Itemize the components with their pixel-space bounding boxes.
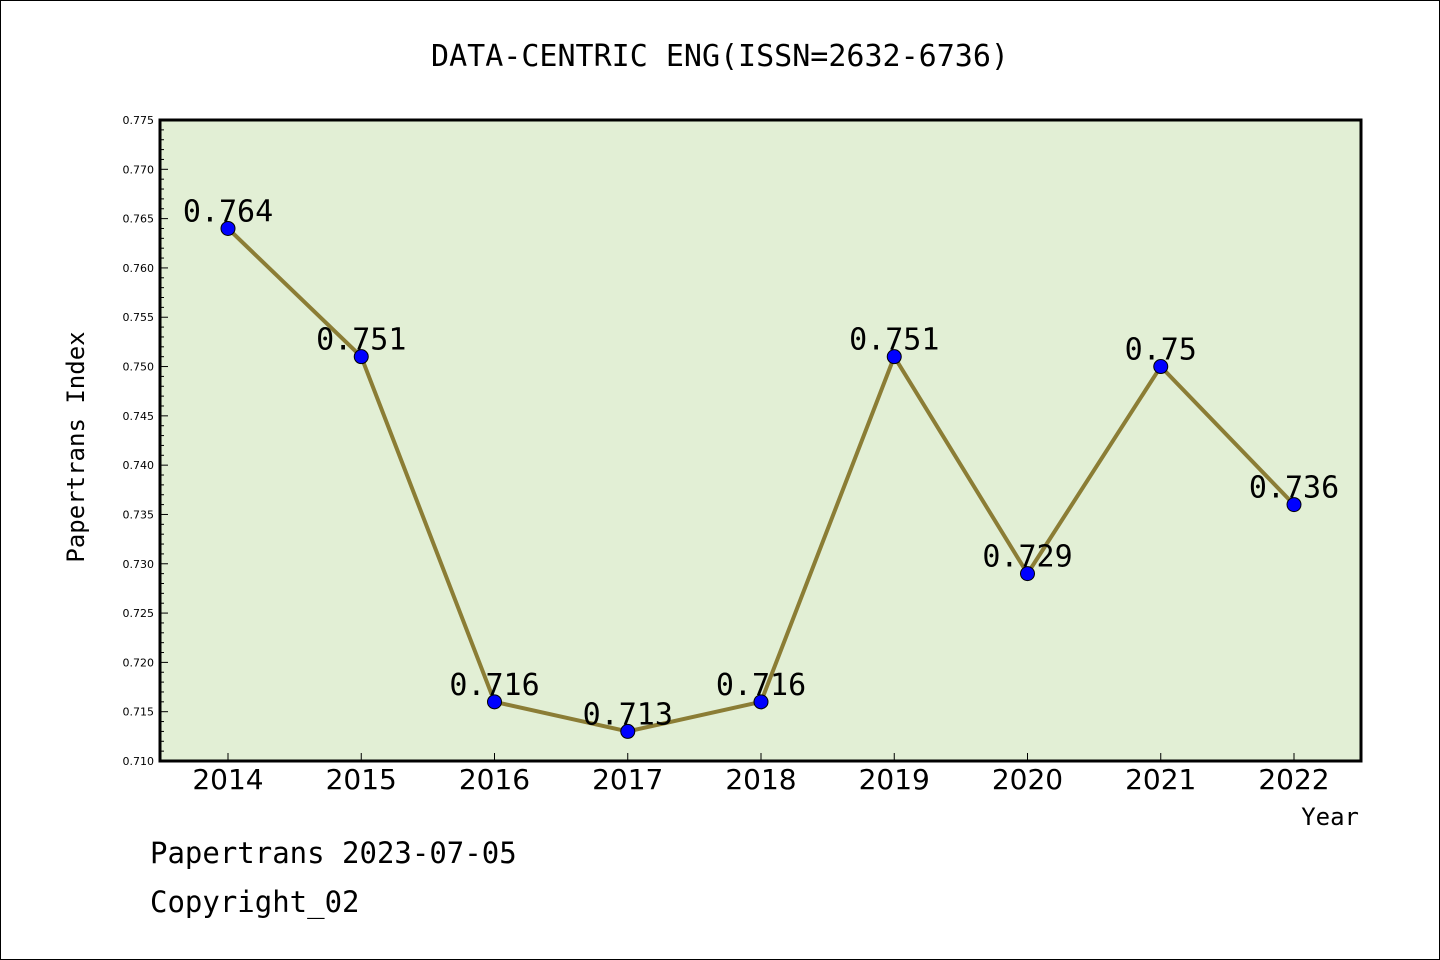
chart-title: DATA-CENTRIC ENG(ISSN=2632-6736) <box>431 39 1009 74</box>
y-tick-label: 0.755 <box>123 311 155 324</box>
data-point <box>886 349 902 365</box>
x-tick-label: 2019 <box>859 763 930 796</box>
x-tick-label: 2020 <box>992 763 1063 796</box>
data-point <box>753 694 769 710</box>
x-tick-label: 2022 <box>1258 763 1329 796</box>
plot-area <box>158 118 1363 763</box>
data-label: 0.716 <box>449 668 539 703</box>
y-tick-label: 0.735 <box>123 508 155 521</box>
data-point <box>620 723 636 739</box>
data-label: 0.729 <box>982 540 1072 575</box>
y-tick-label: 0.710 <box>123 755 155 768</box>
data-label: 0.713 <box>583 697 673 732</box>
data-point <box>220 220 236 236</box>
data-label: 0.764 <box>183 194 273 229</box>
data-point <box>1020 566 1035 582</box>
data-point <box>353 349 369 365</box>
y-tick-label: 0.725 <box>123 607 155 620</box>
series-line-group: 0.764 0.751 0.716 0.713 0.716 0.751 0.729 0.75 0… <box>183 194 1339 739</box>
data-label: 0.716 <box>716 668 806 703</box>
data-label: 0.75 <box>1125 333 1197 368</box>
footer-date: Papertrans 2023-07-05 <box>150 836 517 870</box>
y-tick-label: 0.770 <box>123 163 155 176</box>
y-tick-label: 0.765 <box>123 213 155 226</box>
footer-copyright: Copyright_02 <box>150 885 360 919</box>
y-tick-label: 0.760 <box>123 262 155 275</box>
y-tick-label: 0.775 <box>123 114 155 127</box>
x-tick-label: 2016 <box>459 763 530 796</box>
data-point <box>1153 359 1169 375</box>
data-label: 0.751 <box>316 323 406 358</box>
y-axis: 0.710 0.715 0.720 0.725 0.730 0.735 0.740 0.745… <box>123 114 168 768</box>
y-tick-label: 0.720 <box>123 656 155 669</box>
x-tick-label: 2015 <box>326 763 397 796</box>
x-tick-label: 2021 <box>1125 763 1196 796</box>
data-point <box>1286 497 1302 513</box>
x-axis-label: Year <box>1301 803 1359 831</box>
data-label: 0.736 <box>1249 471 1339 506</box>
y-tick-label: 0.745 <box>123 410 155 423</box>
y-tick-label: 0.750 <box>123 361 155 374</box>
y-tick-label: 0.730 <box>123 558 155 571</box>
y-axis-label: Papertrans Index <box>62 331 90 562</box>
x-tick-label: 2014 <box>192 763 263 796</box>
y-tick-label: 0.715 <box>123 706 155 719</box>
data-label: 0.751 <box>849 323 939 358</box>
x-axis: 2014 2015 2016 2017 2018 2019 2020 2021 2022 <box>192 753 1330 796</box>
y-tick-label: 0.740 <box>123 459 155 472</box>
x-tick-label: 2018 <box>725 763 796 796</box>
data-point <box>487 694 502 710</box>
x-tick-label: 2017 <box>592 763 663 796</box>
